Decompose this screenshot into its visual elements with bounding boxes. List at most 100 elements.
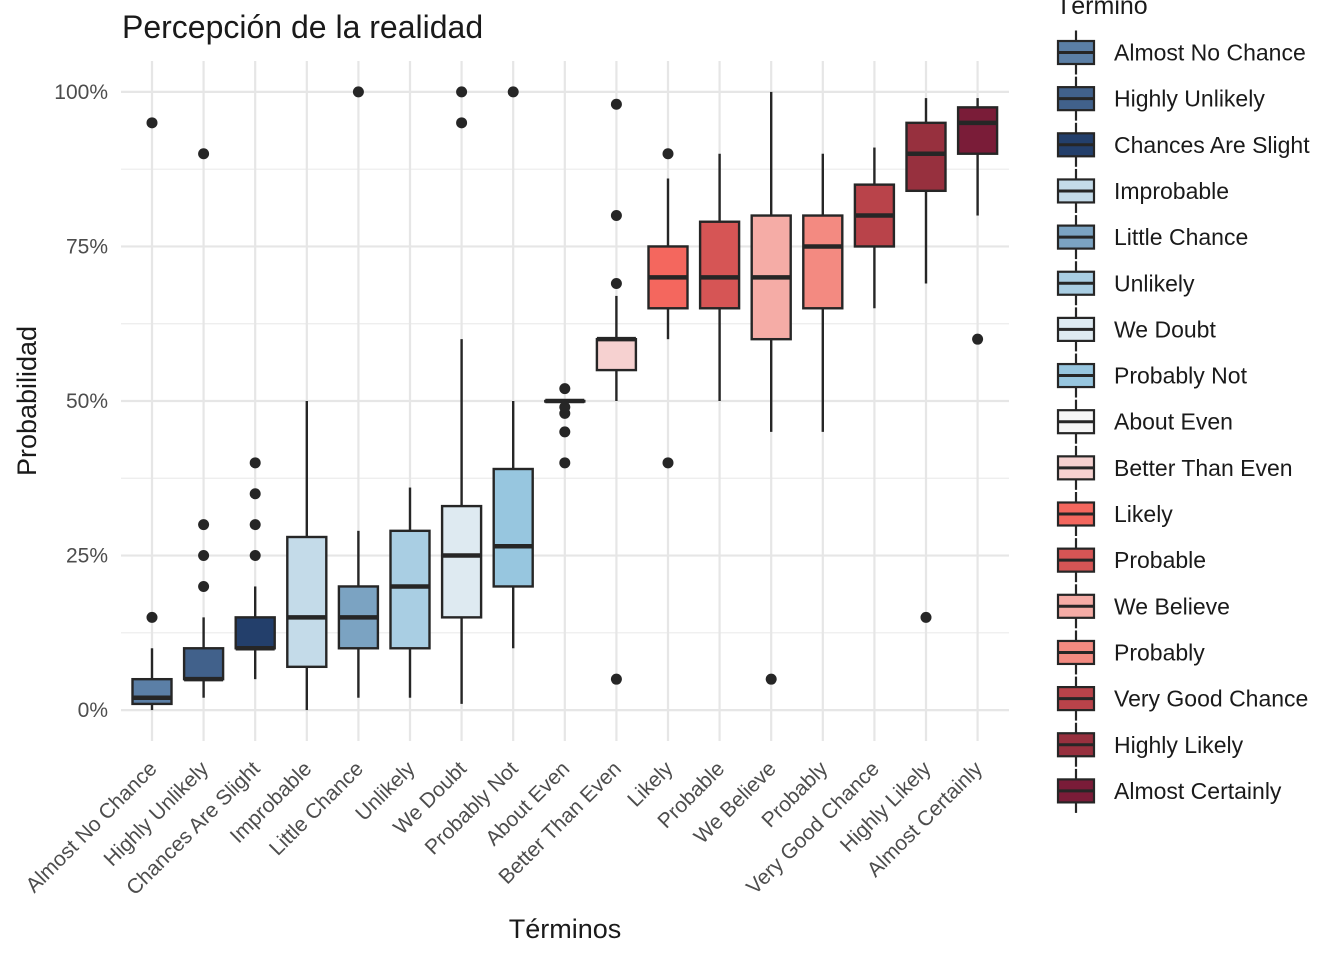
legend-label: Almost Certainly — [1114, 778, 1282, 804]
legend-item: Almost No Chance — [1056, 30, 1306, 75]
box-2 — [182, 148, 225, 698]
box-body — [595, 337, 638, 372]
outlier-point — [249, 488, 261, 500]
legend-label: Probably Not — [1114, 363, 1248, 389]
legend-item: Little Chance — [1056, 215, 1248, 260]
legend-label: Improbable — [1114, 178, 1229, 204]
box-17 — [956, 98, 999, 345]
outlier-point — [662, 148, 674, 160]
legend-item: Highly Likely — [1056, 722, 1244, 767]
outlier-point — [610, 278, 622, 290]
outlier-point — [920, 611, 932, 623]
legend-item: Unlikely — [1056, 261, 1195, 306]
box-7 — [440, 86, 483, 704]
outlier-point — [972, 333, 984, 345]
box-11 — [647, 148, 689, 469]
box-body — [802, 214, 844, 310]
boxes — [131, 86, 999, 711]
box-body — [492, 467, 534, 588]
legend-item: Improbable — [1056, 168, 1229, 213]
outlier-point — [559, 401, 571, 413]
legend-item: We Doubt — [1056, 307, 1216, 352]
legend-item: Chances Are Slight — [1056, 122, 1310, 167]
box-1 — [131, 117, 173, 711]
legend-label: We Believe — [1114, 593, 1230, 619]
box-10 — [595, 98, 638, 685]
outlier-point — [610, 98, 622, 110]
legend-item: Better Than Even — [1056, 445, 1293, 490]
legend-label: Almost No Chance — [1114, 40, 1306, 66]
box-body — [698, 220, 741, 310]
outlier-point — [249, 457, 261, 469]
outlier-point — [198, 148, 210, 160]
outlier-point — [507, 86, 519, 98]
legend-label: Little Chance — [1114, 224, 1248, 250]
outlier-point — [249, 550, 261, 562]
legend-item: Likely — [1056, 492, 1173, 536]
box-4 — [286, 401, 328, 711]
legend: Almost No Chance Highly Unlikely Chances A… — [1056, 30, 1310, 813]
outlier-point — [610, 210, 622, 222]
outlier-point — [559, 457, 571, 469]
box-body — [905, 121, 947, 193]
legend-item: About Even — [1056, 399, 1233, 444]
box-3 — [234, 457, 276, 680]
legend-label: Unlikely — [1114, 270, 1195, 296]
legend-label: We Doubt — [1114, 316, 1216, 342]
box-8 — [492, 86, 534, 649]
y-tick-label: 25% — [66, 545, 108, 568]
box-13 — [750, 91, 792, 685]
box-body — [286, 535, 328, 669]
legend-label: Better Than Even — [1114, 455, 1293, 481]
legend-label: Probable — [1114, 547, 1206, 573]
outlier-point — [146, 611, 158, 623]
box-body — [234, 616, 276, 650]
box-body — [131, 677, 173, 706]
legend-item: Probable — [1056, 538, 1206, 583]
outlier-point — [559, 426, 571, 438]
legend-label: Probably — [1114, 639, 1205, 665]
legend-item: Highly Unlikely — [1056, 76, 1265, 121]
box-15 — [853, 147, 896, 309]
box-9 — [544, 383, 586, 469]
legend-item: Very Good Chance — [1056, 676, 1308, 721]
outlier-point — [559, 383, 571, 395]
legend-label: Highly Likely — [1114, 732, 1244, 758]
box-body — [182, 647, 225, 681]
legend-label: Highly Unlikely — [1114, 86, 1265, 112]
y-tick-label: 100% — [54, 81, 108, 104]
y-tick-label: 75% — [66, 235, 108, 258]
y-tick-label: 0% — [78, 699, 108, 722]
outlier-point — [456, 86, 468, 98]
outlier-point — [352, 86, 364, 98]
outlier-point — [146, 117, 158, 129]
legend-title: Término — [1056, 0, 1148, 20]
legend-item: We Believe — [1056, 584, 1230, 629]
box-5 — [337, 86, 380, 698]
outlier-point — [456, 117, 468, 129]
legend-item: Almost Certainly — [1056, 768, 1282, 813]
box-body — [440, 504, 483, 619]
box-6 — [389, 487, 431, 698]
y-tick-label: 50% — [66, 390, 108, 413]
box-16 — [905, 98, 947, 623]
legend-item: Probably Not — [1056, 353, 1248, 398]
outlier-point — [198, 580, 210, 592]
outlier-point — [610, 673, 622, 685]
box-12 — [698, 153, 741, 401]
box-body — [389, 529, 431, 650]
legend-label: About Even — [1114, 409, 1233, 435]
chart-title: Percepción de la realidad — [122, 9, 483, 45]
box-14 — [802, 153, 844, 432]
y-axis-title: Probabilidad — [12, 326, 42, 476]
legend-item: Probably — [1056, 630, 1205, 675]
legend-label: Chances Are Slight — [1114, 132, 1310, 158]
box-body — [956, 106, 999, 155]
outlier-point — [198, 519, 210, 531]
x-axis-title: Términos — [509, 914, 622, 944]
legend-label: Likely — [1114, 501, 1173, 527]
outlier-point — [765, 673, 777, 685]
legend-label: Very Good Chance — [1114, 686, 1308, 712]
outlier-point — [662, 457, 674, 469]
